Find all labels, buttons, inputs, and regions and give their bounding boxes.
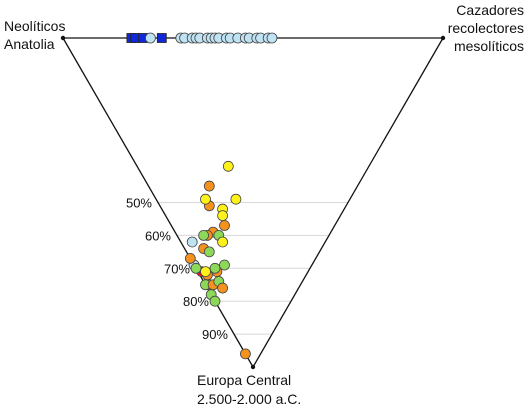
data-points (126, 32, 278, 360)
data-point-43 (184, 253, 196, 264)
vertex-label-bottom-line2: 2.500-2.000 a.C. (197, 391, 301, 407)
data-point-46 (219, 259, 230, 271)
vertex-dot-0 (60, 35, 66, 41)
data-point-26 (230, 193, 242, 205)
level-label-0: 50% (126, 196, 152, 211)
data-point-38 (209, 262, 221, 274)
vertex-label-top-right-line1: Cazadores (456, 2, 524, 18)
data-point-23 (222, 160, 234, 172)
level-lines: 50% 60% 70% 80% 90% (126, 196, 348, 342)
vertex-dot-1 (440, 35, 446, 41)
data-point-32 (186, 236, 198, 248)
vertex-label-bottom-line1: Europa Central (197, 372, 291, 388)
data-point-30 (198, 229, 210, 241)
data-point-24 (203, 180, 215, 192)
data-point-22 (266, 32, 278, 44)
level-label-2: 70% (164, 261, 190, 276)
data-point-49 (217, 282, 229, 294)
level-label-1: 60% (145, 228, 171, 243)
data-point-53 (200, 193, 211, 205)
data-point-56 (200, 266, 211, 277)
data-point-square-4 (156, 33, 167, 43)
level-label-4: 90% (202, 327, 228, 342)
vertex-label-top-right-line2: recolectores (448, 20, 524, 36)
edge-right (252, 37, 444, 368)
vertex-label-top-left-line1: Neolíticos (4, 18, 65, 34)
data-point-50 (239, 348, 251, 360)
data-point-48 (209, 295, 221, 307)
vertex-label-top-left-line2: Anatolia (4, 36, 55, 52)
edge-left (62, 37, 254, 368)
vertex-label-top-right-line3: mesolíticos (454, 38, 524, 54)
data-point-3 (144, 32, 156, 44)
data-point-55 (217, 236, 229, 248)
data-point-54 (219, 220, 230, 231)
data-point-42 (190, 262, 202, 274)
level-label-3: 80% (183, 294, 209, 309)
vertex-dot-2 (250, 364, 256, 370)
data-point-51 (217, 210, 229, 222)
data-point-34 (203, 246, 215, 258)
